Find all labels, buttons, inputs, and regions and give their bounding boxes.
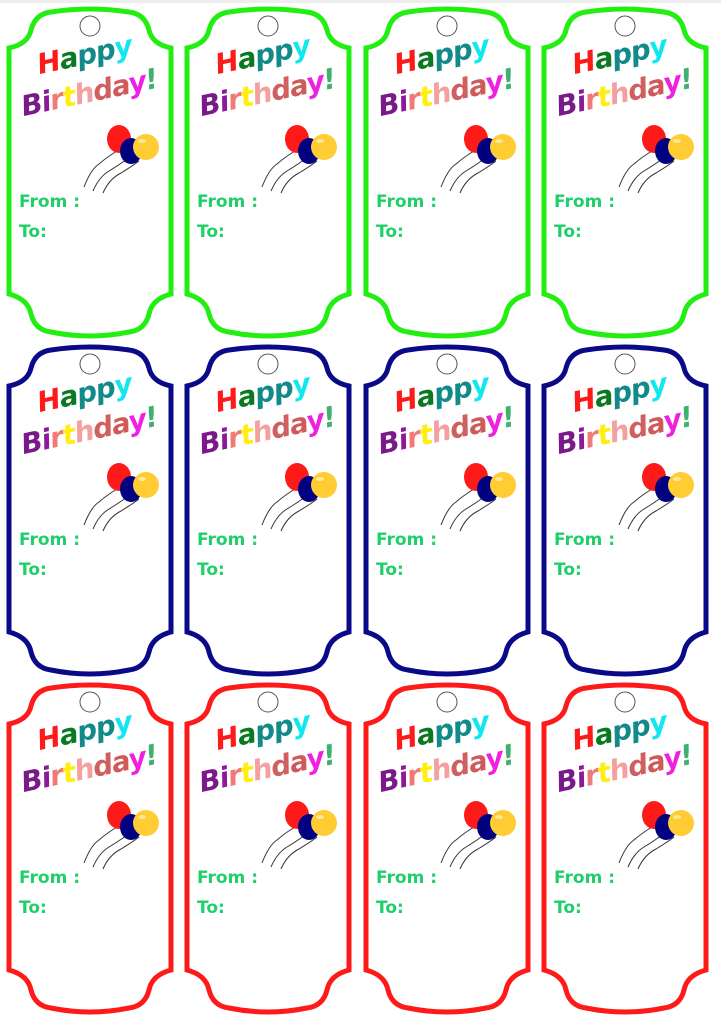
tag-frame [184, 344, 352, 677]
to-label: To: [376, 560, 404, 580]
gift-tag: Happy Birthday! From : To: [360, 4, 534, 340]
tag-frame [6, 344, 174, 677]
tag-hole [79, 353, 101, 375]
tag-hole [614, 353, 636, 375]
from-label: From : [19, 192, 81, 212]
balloons-icon [261, 801, 337, 870]
to-label: To: [554, 898, 582, 918]
gift-tag: Happy Birthday! From : To: [3, 4, 177, 340]
balloons-icon [83, 463, 159, 532]
balloons-icon [261, 125, 337, 194]
to-label: To: [376, 898, 404, 918]
from-label: From : [19, 868, 81, 888]
from-label: From : [197, 868, 259, 888]
gift-tag: Happy Birthday! From : To: [3, 680, 177, 1016]
gift-tag: Happy Birthday! From : To: [360, 342, 534, 678]
tag-frame [363, 6, 531, 339]
tag-frame [541, 682, 709, 1015]
tag-hole [436, 15, 458, 37]
to-label: To: [19, 222, 47, 242]
gift-tag: Happy Birthday! From : To: [3, 342, 177, 678]
tag-hole [436, 353, 458, 375]
balloons-icon [440, 125, 516, 194]
gift-tag: Happy Birthday! From : To: [538, 680, 712, 1016]
to-label: To: [376, 222, 404, 242]
to-label: To: [197, 560, 225, 580]
from-label: From : [376, 530, 438, 550]
gift-tag: Happy Birthday! From : To: [181, 4, 355, 340]
tag-frame [363, 344, 531, 677]
balloons-icon [618, 463, 694, 532]
tag-hole [614, 15, 636, 37]
tag-hole [257, 691, 279, 713]
tag-hole [257, 353, 279, 375]
tag-hole [79, 15, 101, 37]
from-label: From : [376, 868, 438, 888]
tag-frame [363, 682, 531, 1015]
balloons-icon [440, 463, 516, 532]
balloons-icon [618, 801, 694, 870]
balloons-icon [440, 801, 516, 870]
balloons-icon [83, 125, 159, 194]
tag-hole [257, 15, 279, 37]
to-label: To: [197, 222, 225, 242]
page-top-edge [0, 0, 721, 3]
tag-frame [6, 682, 174, 1015]
to-label: To: [197, 898, 225, 918]
gift-tag: Happy Birthday! From : To: [538, 4, 712, 340]
from-label: From : [376, 192, 438, 212]
gift-tag: Happy Birthday! From : To: [181, 342, 355, 678]
tag-hole [614, 691, 636, 713]
from-label: From : [197, 192, 259, 212]
tag-frame [184, 682, 352, 1015]
to-label: To: [554, 222, 582, 242]
tag-frame [6, 6, 174, 339]
from-label: From : [554, 530, 616, 550]
gift-tag: Happy Birthday! From : To: [538, 342, 712, 678]
tag-hole [436, 691, 458, 713]
balloons-icon [618, 125, 694, 194]
tag-frame [541, 6, 709, 339]
from-label: From : [19, 530, 81, 550]
tag-frame [184, 6, 352, 339]
gift-tag: Happy Birthday! From : To: [360, 680, 534, 1016]
balloons-icon [83, 801, 159, 870]
to-label: To: [554, 560, 582, 580]
tag-frame [541, 344, 709, 677]
from-label: From : [197, 530, 259, 550]
gift-tag: Happy Birthday! From : To: [181, 680, 355, 1016]
tag-hole [79, 691, 101, 713]
to-label: To: [19, 898, 47, 918]
to-label: To: [19, 560, 47, 580]
from-label: From : [554, 868, 616, 888]
balloons-icon [261, 463, 337, 532]
from-label: From : [554, 192, 616, 212]
